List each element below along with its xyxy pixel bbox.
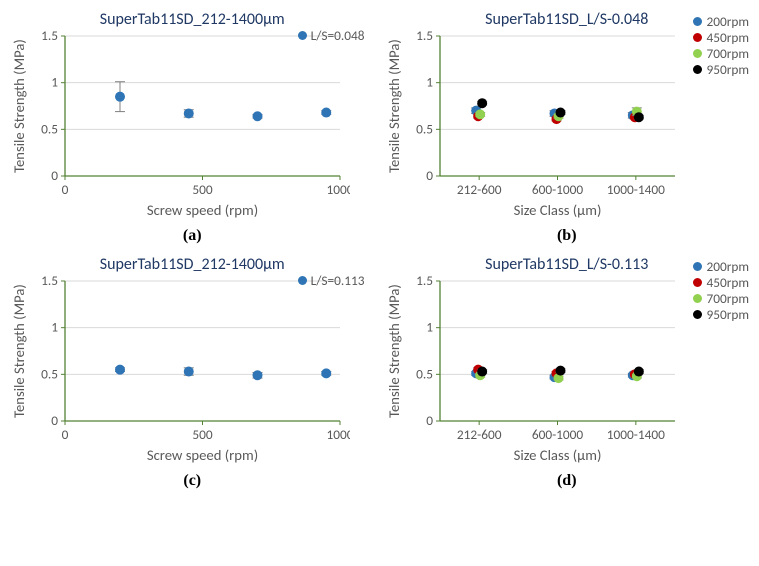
panel-c-legend: L/S=0.113 [298,273,365,289]
svg-text:Screw speed (rpm): Screw speed (rpm) [147,201,258,219]
legend-item: 700rpm [693,46,749,62]
panel-b-caption: (b) [385,227,750,245]
legend-dot-icon [693,65,702,74]
svg-text:500: 500 [192,426,213,443]
svg-text:1000-1400: 1000-1400 [606,181,664,198]
legend-item: 450rpm [693,275,749,291]
legend-dot-icon [693,278,702,287]
svg-text:0: 0 [51,167,58,184]
svg-text:Tensile Strength (MPa): Tensile Strength (MPa) [385,39,403,173]
svg-text:0: 0 [62,181,69,198]
svg-text:0: 0 [62,426,69,443]
panel-a: SuperTab11SD_212-1400µm 00.511.505001000… [10,10,375,245]
panel-a-chart: 0 0.5 1 1.5 0 500 1000 Screw speed (rpm) Tensile… [10,31,375,221]
svg-text:Tensile Strength (MPa): Tensile Strength (MPa) [10,39,28,173]
legend-label: L/S=0.113 [311,273,365,289]
legend-label: 700rpm [706,46,749,62]
legend-item: 450rpm [693,30,749,46]
svg-text:1.5: 1.5 [416,276,433,289]
legend-item: 700rpm [693,291,749,307]
panel-a-caption: (a) [10,227,375,245]
panel-c-caption: (c) [10,472,375,490]
figure-grid: SuperTab11SD_212-1400µm 00.511.505001000… [10,10,749,490]
legend-label: 700rpm [706,291,749,307]
legend-item: 200rpm [693,14,749,30]
svg-text:Screw speed (rpm): Screw speed (rpm) [147,446,258,464]
legend-label: 950rpm [706,62,749,78]
legend-dot-icon [693,17,702,26]
svg-text:Size Class (µm): Size Class (µm) [513,201,601,219]
legend-label: 200rpm [706,14,749,30]
legend-item: L/S=0.113 [298,273,365,289]
svg-text:0.5: 0.5 [416,365,433,382]
panel-d-caption: (d) [385,472,750,490]
svg-text:1: 1 [51,74,58,91]
legend-label: L/S=0.048 [311,28,365,44]
svg-text:0: 0 [426,412,433,429]
legend-dot-icon [693,33,702,42]
panel-c: SuperTab11SD_212-1400µm 00.511.505001000… [10,255,375,490]
svg-text:Size Class (µm): Size Class (µm) [513,446,601,464]
legend-item: 950rpm [693,307,749,323]
legend-item: 200rpm [693,259,749,275]
panel-d: SuperTab11SD_L/S-0.113 00.511.5212-60060… [385,255,750,490]
legend-dot-icon [693,49,702,58]
legend-dot-icon [298,276,307,285]
legend-item: L/S=0.048 [298,28,365,44]
legend-dot-icon [693,294,702,303]
svg-text:0.5: 0.5 [416,120,433,137]
svg-text:0.5: 0.5 [41,120,58,137]
panel-d-legend: 200rpm450rpm700rpm950rpm [693,259,749,323]
svg-text:600-1000: 600-1000 [531,181,583,198]
panel-c-chart: 0 0.5 1 1.5 0 500 1000 Screw speed (rpm) Tensile… [10,276,375,466]
legend-item: 950rpm [693,62,749,78]
svg-text:0.5: 0.5 [41,365,58,382]
svg-text:Tensile Strength (MPa): Tensile Strength (MPa) [10,284,28,418]
svg-text:1.5: 1.5 [41,31,58,44]
svg-text:0: 0 [426,167,433,184]
svg-text:Tensile Strength (MPa): Tensile Strength (MPa) [385,284,403,418]
svg-text:1: 1 [51,319,58,336]
svg-text:0: 0 [51,412,58,429]
svg-text:212-600: 212-600 [456,181,501,198]
legend-dot-icon [693,262,702,271]
legend-label: 450rpm [706,275,749,291]
svg-text:1: 1 [426,74,433,91]
svg-text:1000-1400: 1000-1400 [606,426,664,443]
svg-text:1.5: 1.5 [416,31,433,44]
svg-text:500: 500 [192,181,213,198]
legend-label: 450rpm [706,30,749,46]
panel-b-legend: 200rpm450rpm700rpm950rpm [693,14,749,78]
legend-label: 200rpm [706,259,749,275]
svg-text:212-600: 212-600 [456,426,501,443]
panel-b: SuperTab11SD_L/S-0.048 00.511.5212-60060… [385,10,750,245]
panel-a-legend: L/S=0.048 [298,28,365,44]
svg-text:1: 1 [426,319,433,336]
svg-text:600-1000: 600-1000 [531,426,583,443]
svg-text:1.5: 1.5 [41,276,58,289]
legend-label: 950rpm [706,307,749,323]
svg-text:1000: 1000 [326,426,350,443]
legend-dot-icon [298,31,307,40]
svg-text:1000: 1000 [326,181,350,198]
legend-dot-icon [693,310,702,319]
